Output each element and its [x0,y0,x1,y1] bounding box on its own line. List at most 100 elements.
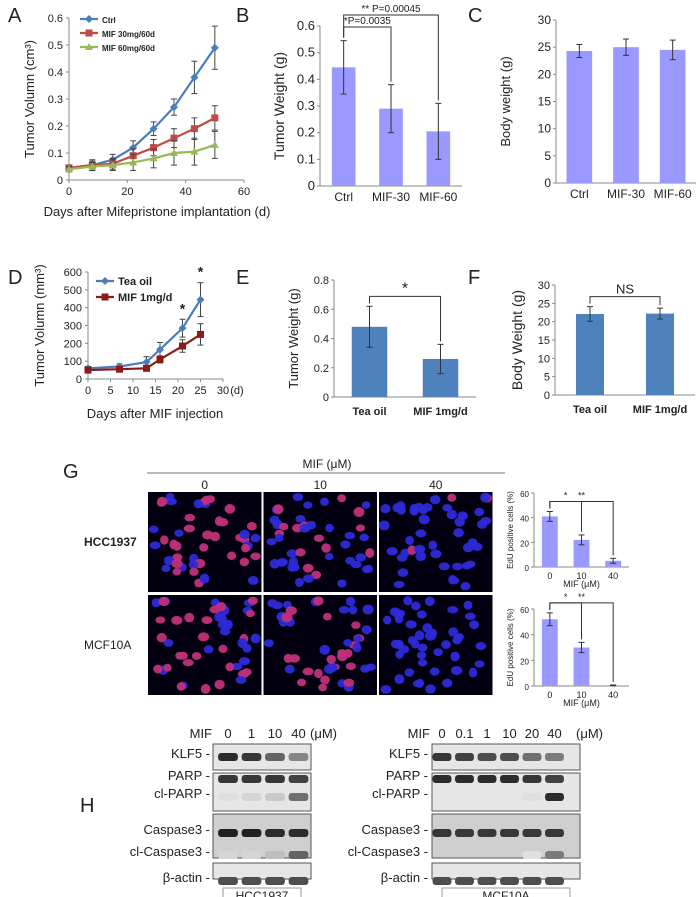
cell-nucleus [338,605,350,614]
significance-label: NS [616,282,634,297]
panel-letter-f: F [468,267,480,289]
cell-nucleus [337,494,347,503]
cell-nucleus [250,533,261,543]
cell-nucleus [314,668,323,679]
cell-nucleus [239,529,250,540]
blot-band [241,793,262,801]
data-point [170,149,178,156]
data-point [150,144,158,152]
legend-label: MIF 30mg/60d [102,30,155,39]
blot-band [522,877,542,885]
cell-nucleus [218,644,228,654]
blot-band-label: Caspase3 - [144,822,210,837]
legend-marker [85,43,93,50]
cell-nucleus [250,552,261,561]
microscopy-panel [148,492,262,592]
cell-nucleus [283,653,293,663]
y-tick-label: 20 [538,67,552,81]
cell-nucleus [203,645,214,654]
cell-nucleus [202,530,214,540]
cell-nucleus [414,544,426,554]
cell-nucleus [353,507,365,518]
x-tick-label: 15 [149,385,161,397]
blot-lane-label: 1 [483,726,490,741]
cell-nucleus [380,685,392,694]
y-tick-label: 0 [308,178,315,193]
category-label: 10 [576,690,586,700]
cell-nucleus [156,632,167,643]
cell-nucleus [405,535,415,545]
cell-nucleus [247,575,259,585]
y-axis-label: Tumor Volumn (mm³) [32,264,47,386]
cell-nucleus [149,541,161,550]
cell-nucleus [227,551,237,560]
panel-letter-e: E [236,267,249,289]
cell-nucleus [201,495,211,505]
y-tick-label: 500 [64,285,82,297]
cell-nucleus [188,560,199,569]
bar [576,313,604,395]
category-label: MIF-60 [419,190,457,204]
x-tick-label: 25 [194,385,206,397]
cell-nucleus [322,612,332,621]
category-label: 40 [608,690,618,700]
blot-band [265,877,285,885]
cell-nucleus [327,662,338,673]
cell-nucleus [475,642,487,651]
blot-band [500,753,519,761]
significance-label: ** [578,592,586,602]
blot-band-label: KLF5 - [171,746,210,761]
microscopy-panel [378,492,493,592]
blot-lane-label: 0 [224,726,231,741]
cell-nucleus [171,559,183,569]
cell-nucleus [353,635,363,643]
legend-label: Tea oil [118,276,152,288]
y-tick-label: 0.6 [48,13,63,25]
data-point [156,345,164,354]
y-tick-label: 10 [538,122,552,136]
blot-panel [431,862,581,880]
significance-bracket [549,501,614,556]
bar [541,619,558,686]
series-line-2 [68,143,216,171]
cell-nucleus [241,543,250,553]
y-tick-label: 0.3 [297,98,315,113]
cell-nucleus [247,596,258,605]
blot-band-label: PARP - [386,768,428,783]
category-label: MIF 1mg/d [633,404,687,416]
y-tick-label: 25 [538,298,550,310]
x-tick-label: 30 [217,385,229,397]
cell-nucleus [193,499,204,509]
blot-band [545,851,564,859]
category-label: 0 [547,690,552,700]
significance-bracket [589,296,661,306]
cell-nucleus [245,609,255,618]
cell-nucleus [295,514,306,523]
blot-lane-label: 0 [438,726,445,741]
y-tick-label: 0 [525,683,530,692]
cell-nucleus [345,662,357,670]
data-point [178,324,187,333]
significance-label: * [402,280,408,297]
blot-band-label: cl-PARP - [372,786,428,801]
x-tick-label: 0 [66,186,72,198]
blot-band [477,829,497,837]
panel-letter-g: G [63,461,79,483]
bar [659,49,686,184]
y-tick-label: 40 [520,515,529,524]
cell-nucleus [407,545,417,556]
y-tick-label: 5 [544,372,550,384]
data-point [84,366,92,374]
blot-band [545,793,564,801]
cell-nucleus [394,614,404,624]
blot-lane-label: 10 [502,726,516,741]
y-tick-label: 30 [538,280,550,292]
y-tick-label: 0 [525,564,530,573]
cell-nucleus [214,516,224,526]
cell-nucleus [383,615,392,625]
blot-band-label: cl-PARP - [154,786,210,801]
cell-nucleus [175,651,184,660]
cell-nucleus [224,504,236,514]
bar [331,67,356,186]
